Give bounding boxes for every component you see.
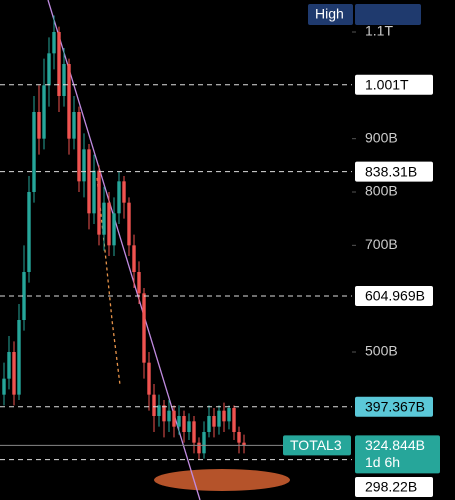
- level-label-box: [355, 161, 433, 182]
- candle-body: [117, 181, 121, 214]
- level-label: 838.31B: [365, 163, 417, 179]
- candle-body: [27, 192, 31, 272]
- candle-body: [37, 112, 41, 139]
- candle-body: [132, 245, 136, 272]
- y-tick-label: 700B: [365, 236, 398, 252]
- candle-body: [227, 408, 231, 422]
- candle-body: [57, 32, 61, 96]
- level-label-box: [355, 396, 433, 417]
- level-label: 1.001T: [365, 77, 409, 93]
- level-label: 298.22B: [365, 479, 417, 495]
- candle-body: [177, 416, 181, 427]
- y-tick-label: 500B: [365, 343, 398, 359]
- y-tick-label: 900B: [365, 129, 398, 145]
- level-label-box: [355, 74, 433, 95]
- candle-body: [112, 213, 116, 246]
- candle-body: [67, 64, 71, 139]
- countdown-label: 1d 6h: [365, 454, 400, 470]
- candle-body: [187, 421, 191, 432]
- y-tick-label: 1.1T: [365, 23, 393, 39]
- candle-body: [212, 416, 216, 427]
- candle-body: [17, 320, 21, 395]
- candle-body: [147, 362, 151, 395]
- candle-body: [142, 293, 146, 363]
- candle-body: [92, 170, 96, 214]
- highlight-mark: [154, 469, 290, 491]
- candle-body: [137, 272, 141, 294]
- candle-body: [217, 410, 221, 427]
- candle-body: [242, 442, 246, 446]
- candle-body: [127, 202, 131, 246]
- candle-body: [72, 112, 76, 139]
- last-price-label: 324.844B: [365, 437, 425, 453]
- last-price-box: [355, 435, 440, 474]
- candle-body: [82, 149, 86, 182]
- candle-body: [197, 442, 201, 454]
- high-value-box: [355, 4, 421, 25]
- candle-body: [7, 352, 11, 379]
- projection-line: [96, 177, 121, 386]
- high-label-box: [308, 4, 353, 25]
- candle-body: [152, 394, 156, 416]
- level-label-box: [355, 286, 433, 307]
- candle-body: [47, 53, 51, 86]
- candle-body: [52, 32, 56, 54]
- high-label: High: [315, 6, 344, 22]
- symbol-box: [283, 435, 351, 456]
- candle-body: [62, 64, 66, 96]
- trend-line: [47, 0, 201, 500]
- candle-body: [172, 410, 176, 427]
- candle-body: [157, 405, 161, 416]
- candle-body: [107, 202, 111, 246]
- level-label: 604.969B: [365, 288, 425, 304]
- candle-body: [167, 410, 171, 422]
- candle-body: [222, 410, 226, 422]
- candle-body: [87, 149, 91, 214]
- candle-body: [162, 405, 166, 422]
- level-label: 397.367B: [365, 398, 425, 414]
- candle-body: [97, 170, 101, 235]
- candle-body: [182, 416, 186, 432]
- candle-body: [32, 112, 36, 192]
- candle-body: [237, 432, 241, 443]
- candle-body: [207, 416, 211, 432]
- candle-body: [22, 272, 26, 320]
- symbol-label: TOTAL3: [290, 437, 342, 453]
- level-label-box: [355, 477, 433, 497]
- candle-body: [42, 85, 46, 139]
- candle-body: [77, 112, 81, 182]
- candle-body: [192, 421, 196, 443]
- y-tick-label: 800B: [365, 183, 398, 199]
- candle-body: [202, 432, 206, 454]
- candle-body: [12, 352, 16, 395]
- candle-body: [102, 202, 106, 235]
- candle-body: [232, 408, 236, 432]
- candle-body: [122, 181, 126, 203]
- candle-body: [2, 378, 6, 395]
